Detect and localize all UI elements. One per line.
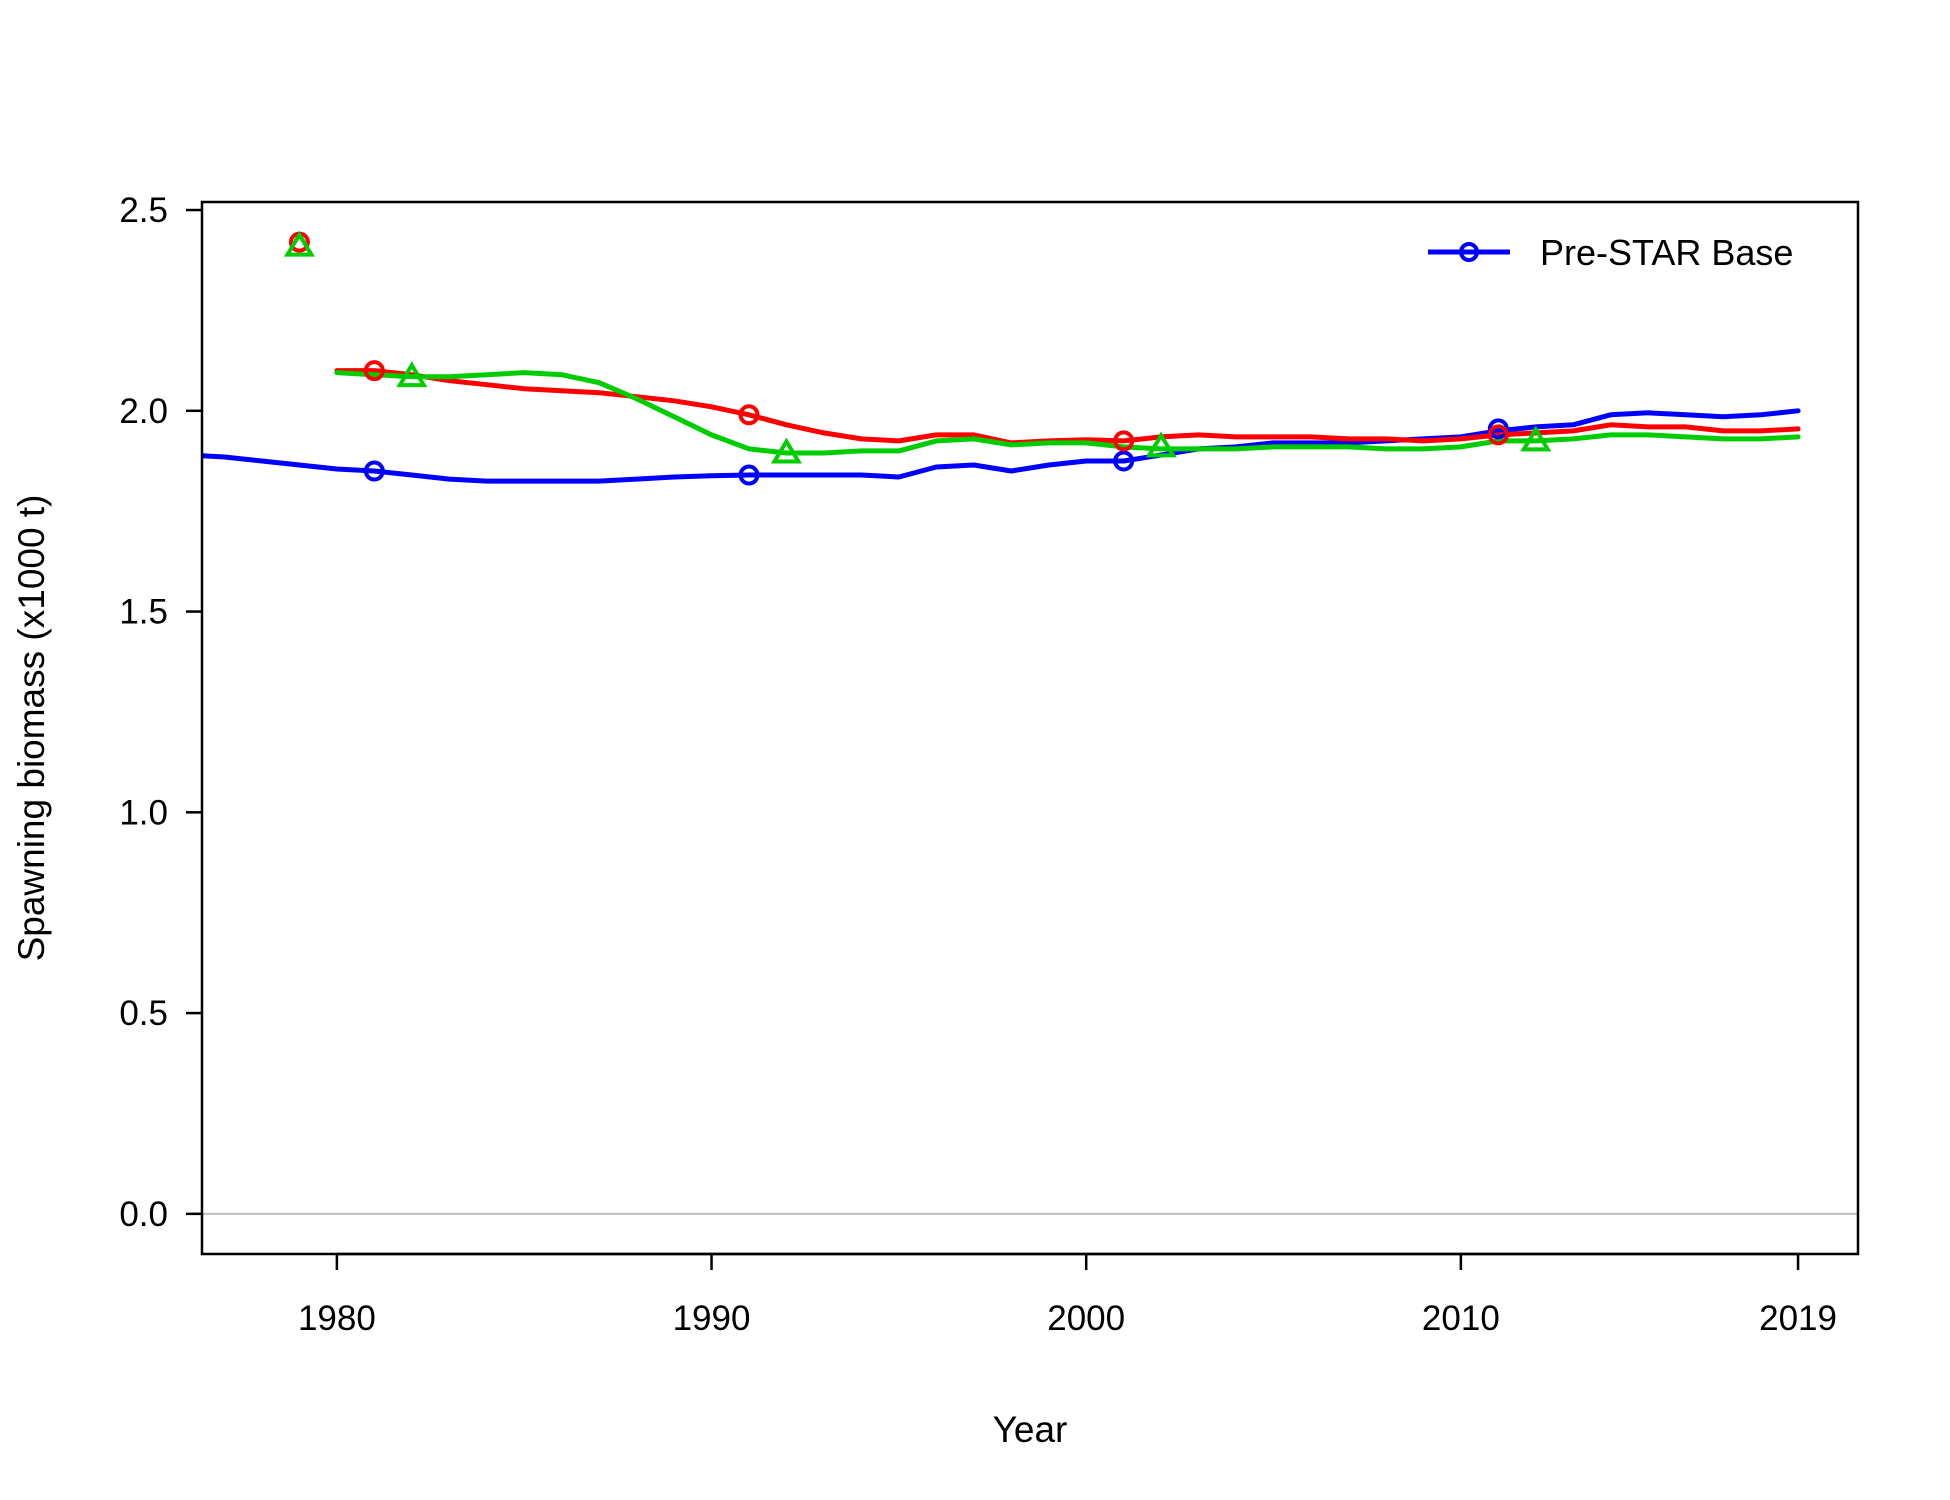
x-axis-title: Year [993,1409,1068,1450]
series-line-0 [202,408,1801,484]
y-tick-label-3: 1.5 [119,593,168,632]
series-1-marker-1 [363,360,385,382]
legend: Pre-STAR Base [1428,232,1793,273]
legend-marker-circle [1459,242,1479,262]
series-2-marker-1 [396,361,428,388]
series-layer [202,368,1801,484]
series-0-marker-1 [738,464,760,486]
y-tick-label-0: 0.0 [119,1195,168,1234]
series-2-marker-0 [283,230,315,257]
y-tick-label-1: 0.5 [119,994,168,1033]
series-line-1 [334,368,1801,446]
x-tick-label-4: 2019 [1759,1299,1837,1338]
marker-layer [283,230,1552,486]
x-tick-label-1: 1990 [673,1299,751,1338]
x-tick-label-0: 1980 [298,1299,376,1338]
legend-label: Pre-STAR Base [1540,232,1793,273]
series-1-marker-2 [738,404,760,426]
series-1-marker-4 [1487,424,1509,446]
x-tick-label-2: 2000 [1047,1299,1125,1338]
series-2-marker-3 [1145,431,1177,458]
y-axis: 0.0 0.5 1.0 1.5 2.0 2.5 [119,191,202,1234]
series-line-2 [334,370,1801,456]
plot-frame [200,200,1860,1256]
y-tick-label-2: 1.0 [119,793,168,832]
series-2-marker-4 [1520,425,1552,452]
y-tick-label-5: 2.5 [119,191,168,230]
y-axis-title: Spawning biomass (x1000 t) [11,495,52,962]
series-0-marker-2 [1113,450,1135,472]
series-2-marker-2 [770,437,803,464]
series-0-marker-0 [363,460,385,482]
series-1-marker-3 [1113,430,1135,452]
x-axis: 1980 1990 2000 2010 2019 [298,1252,1837,1338]
x-tick-label-3: 2010 [1422,1299,1500,1338]
y-tick-label-4: 2.0 [119,392,168,431]
